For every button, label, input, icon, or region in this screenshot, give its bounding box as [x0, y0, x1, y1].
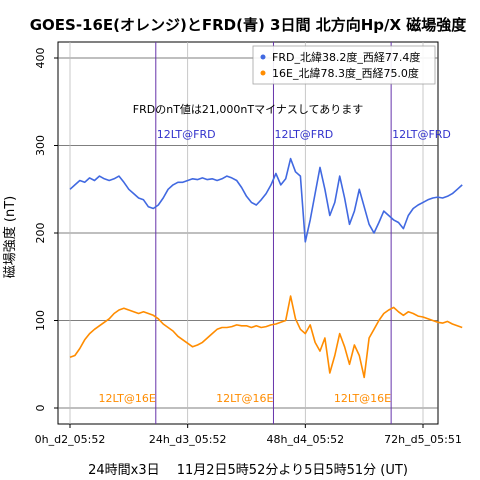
legend: FRD_北緯38.2度_西経77.4度 16E_北緯78.3度_西経75.0度 [252, 45, 436, 85]
frd-noon-label: 12LT@FRD [274, 128, 333, 141]
frd-noon-label: 12LT@FRD [157, 128, 216, 141]
legend-box [252, 45, 436, 85]
y-tick-label: 0 [34, 405, 47, 412]
chart-title: GOES-16E(オレンジ)とFRD(青) 3日間 北方向Hp/X 磁場強度 [30, 16, 468, 34]
legend-label-frd: FRD_北緯38.2度_西経77.4度 [272, 50, 420, 64]
legend-label-goes: 16E_北緯78.3度_西経75.0度 [272, 66, 419, 80]
legend-marker-frd [260, 54, 266, 60]
goes-noon-label: 12LT@16E [334, 392, 391, 405]
y-tick-label: 100 [34, 310, 47, 331]
frd-noon-label: 12LT@FRD [392, 128, 451, 141]
x-tick-label: 0h_d2_05:52 [35, 433, 106, 446]
x-tick-label: 24h_d3_05:52 [149, 433, 227, 446]
goes-noon-label: 12LT@16E [216, 392, 273, 405]
frd-series-line [69, 157, 463, 243]
y-axis-label: 磁場強度 (nT) [2, 196, 18, 278]
y-axis-tick-labels: 0 100 200 300 400 [34, 48, 58, 412]
series-lines [69, 157, 463, 379]
grid-lines [58, 42, 438, 424]
x-tick-label: 72h_d5_05:51 [384, 433, 462, 446]
note-text: FRDのnT値は21,000nTマイナスしてあります [133, 103, 363, 116]
noon-markers: 12LT@FRD 12LT@16E 12LT@FRD 12LT@16E 12LT@FRD… [99, 42, 451, 424]
y-tick-label: 400 [34, 48, 47, 69]
legend-marker-goes [260, 70, 266, 76]
goes-series-line [69, 295, 463, 379]
x-axis-tick-labels: 0h_d2_05:52 24h_d3_05:52 48h_d4_05:52 72h_d… [35, 424, 462, 446]
y-tick-label: 300 [34, 135, 47, 156]
x-tick-label: 48h_d4_05:52 [267, 433, 345, 446]
x-axis-label: 24時間x3日 11月2日5時52分より5日5時51分 (UT) [88, 463, 408, 478]
y-tick-label: 200 [34, 223, 47, 244]
goes-noon-label: 12LT@16E [99, 392, 156, 405]
